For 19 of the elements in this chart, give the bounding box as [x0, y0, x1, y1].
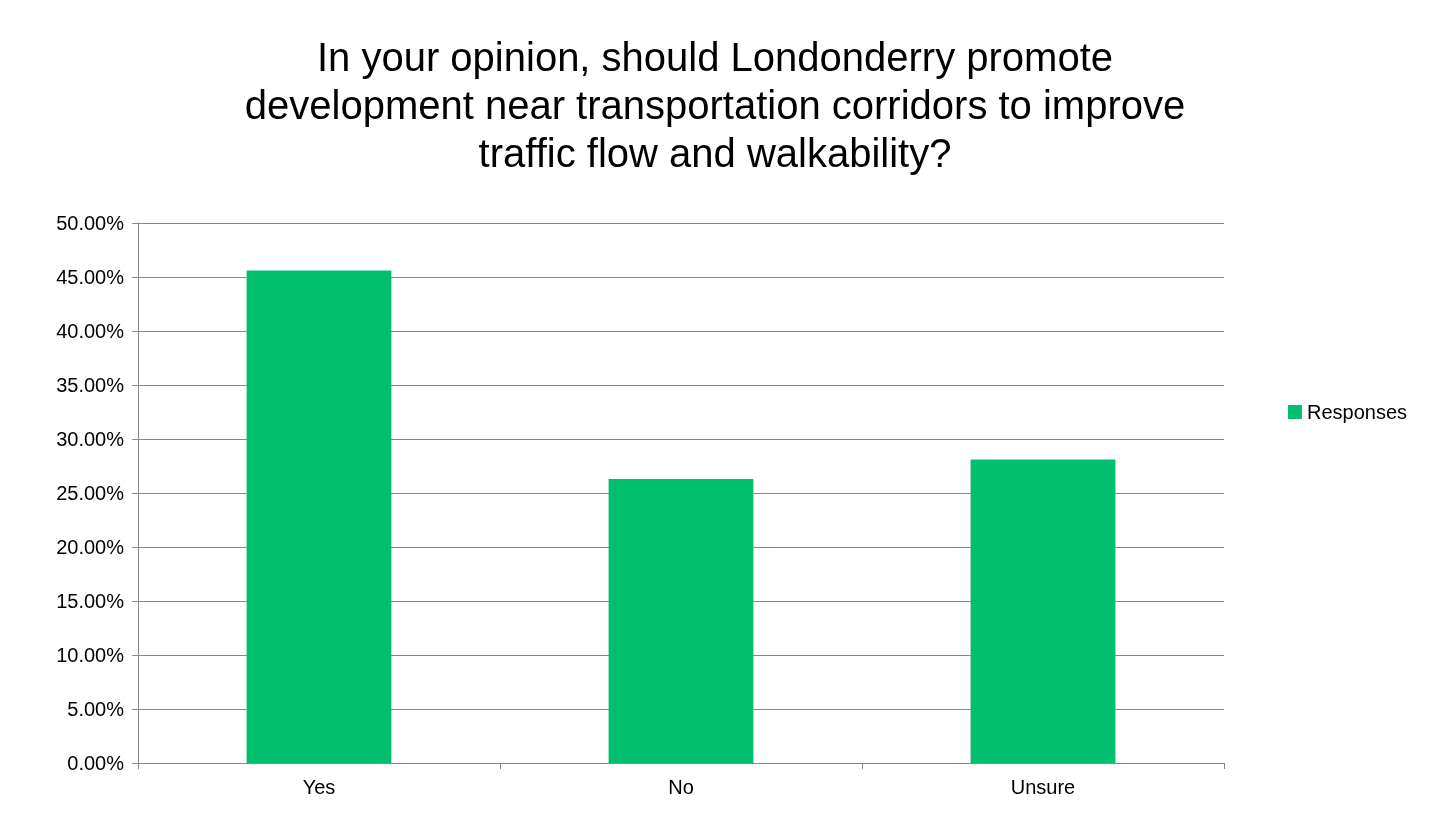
bar [970, 459, 1116, 763]
y-tick-label: 5.00% [67, 698, 125, 720]
y-tick-label: 0.00% [67, 752, 125, 774]
bar [608, 478, 754, 763]
y-tick-label: 20.00% [56, 536, 125, 558]
y-tick-label: 50.00% [56, 212, 125, 234]
y-tick-label: 10.00% [56, 644, 125, 666]
y-tick-label: 40.00% [56, 320, 125, 342]
y-tick-label: 25.00% [56, 482, 125, 504]
y-tick-label: 35.00% [56, 374, 125, 396]
x-tick-label: No [668, 776, 694, 798]
y-tick-label: 15.00% [56, 590, 125, 612]
y-tick-label: 45.00% [56, 266, 125, 288]
y-tick-label: 30.00% [56, 428, 125, 450]
x-tick-label: Unsure [1010, 776, 1076, 798]
bar [246, 270, 392, 763]
x-tick-label: Yes [302, 776, 336, 798]
chart-title: In your opinion, should Londonderry promote development near transportation corridors to improve traffic flow and walkability? [244, 35, 1186, 175]
legend-label: Responses [1306, 401, 1407, 423]
